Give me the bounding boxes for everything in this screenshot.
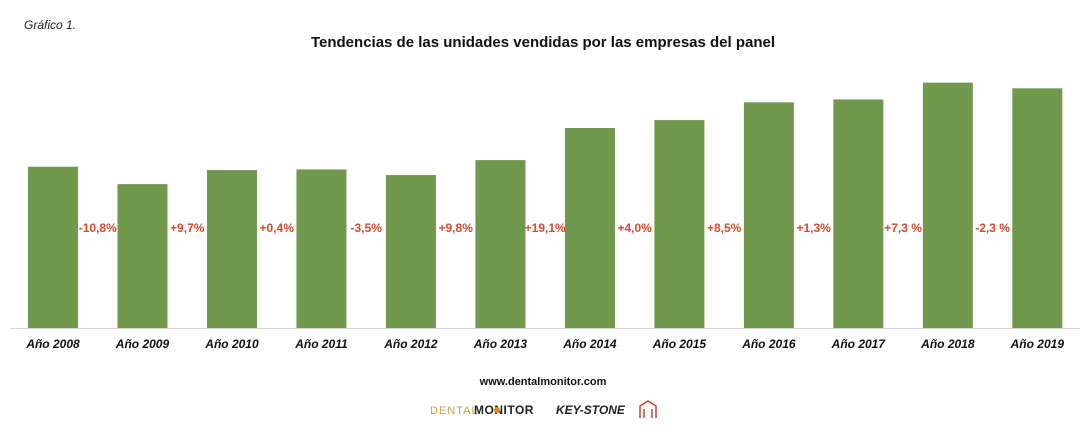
x-tick-label: Año 2016 (741, 337, 796, 351)
figure-caption: Gráfico 1. (24, 18, 77, 32)
bar (564, 128, 615, 328)
change-label: +0,4% (260, 221, 295, 235)
x-tick-label: Año 2011 (294, 337, 348, 351)
bar (1012, 88, 1063, 329)
change-label: +7,3 % (884, 221, 922, 235)
bar (385, 175, 436, 328)
bar (743, 102, 794, 329)
change-label: +4,0% (617, 221, 652, 235)
change-label: -10,8% (79, 221, 117, 235)
x-tick-label: Año 2008 (25, 337, 80, 351)
x-tick-label: Año 2013 (473, 337, 528, 351)
bar (654, 120, 705, 328)
bar (28, 166, 78, 328)
change-label: +8,5% (707, 221, 742, 235)
change-label: +1,3% (796, 221, 831, 235)
logo-monitor-text: MONITOR (474, 403, 534, 417)
x-tick-label: Año 2015 (652, 337, 707, 351)
dental-monitor-logo: DENTAL MONITOR (430, 403, 534, 417)
bar (475, 160, 526, 328)
bar (296, 169, 347, 328)
keystone-logo: KEY-STONE (556, 400, 657, 418)
footer-logos: DENTAL MONITOR KEY-STONE (430, 400, 657, 418)
bar (922, 82, 973, 328)
change-label: +9,7% (170, 221, 205, 235)
logo-monitor-o-icon (494, 407, 500, 413)
x-tick-label: Año 2017 (831, 337, 887, 351)
bar (833, 99, 884, 328)
change-label: +19,1% (525, 221, 566, 235)
change-label: -3,5% (351, 221, 383, 235)
change-label: -2,3 % (975, 221, 1010, 235)
change-label: +9,8% (439, 221, 474, 235)
x-tick-label: Año 2009 (115, 337, 170, 351)
x-tick-label: Año 2010 (204, 337, 259, 351)
bar-chart: Año 2008 Año 2009 Año 2010 Año 2011 Año 2012… (10, 82, 1080, 351)
chart-title: Tendencias de las unidades vendidas por … (310, 34, 776, 51)
logo-keystone-text: KEY-STONE (556, 403, 626, 417)
x-tick-label: Año 2019 (1010, 337, 1065, 351)
x-tick-label: Año 2012 (383, 337, 438, 351)
bar (206, 170, 257, 328)
bar (117, 184, 168, 328)
keystone-building-icon (639, 400, 657, 418)
logo-dental-text: DENTAL (430, 405, 479, 417)
x-tick-label: Año 2018 (920, 337, 975, 351)
website-url: www.dentalmonitor.com (479, 376, 607, 388)
x-tick-label: Año 2014 (562, 337, 617, 351)
